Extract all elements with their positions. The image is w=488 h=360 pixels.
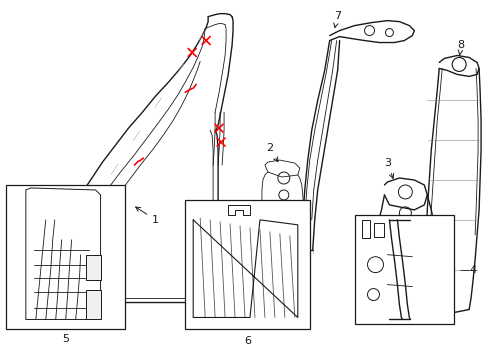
Text: 3: 3 (383, 158, 393, 178)
Polygon shape (85, 255, 101, 280)
Bar (6, 185, 125, 329)
Text: 7: 7 (333, 11, 341, 27)
Text: —4: —4 (458, 265, 476, 275)
Bar (185, 200, 309, 329)
Text: 5: 5 (62, 334, 69, 345)
Bar (354, 215, 453, 324)
Text: 2: 2 (266, 143, 277, 162)
Polygon shape (85, 289, 101, 319)
Text: 6: 6 (244, 336, 250, 346)
Text: 1: 1 (135, 207, 159, 225)
Text: 8: 8 (457, 40, 464, 55)
